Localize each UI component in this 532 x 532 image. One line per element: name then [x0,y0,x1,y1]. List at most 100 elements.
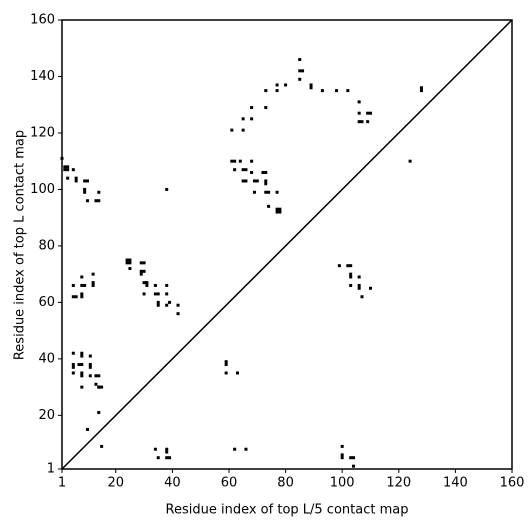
contact-point [125,258,129,262]
contact-point [366,111,370,115]
contact-point [340,444,344,448]
contact-point [83,283,87,287]
contact-point [128,267,132,271]
contact-point [244,179,248,183]
y-axis-label: Residue index of top L contact map [13,130,28,360]
contact-point [360,295,364,299]
contact-point [250,159,254,163]
contact-point [264,190,268,194]
contact-point [125,261,129,265]
contact-point [80,363,84,367]
contact-point [244,168,248,172]
contact-point [357,286,361,290]
contact-point [298,69,302,73]
contact-point [252,190,256,194]
contact-point [139,272,143,276]
plot-frame [61,19,513,470]
contact-point [357,120,361,124]
contact-point [224,363,228,367]
contact-point [165,447,169,451]
contact-point [368,286,372,290]
contact-point [165,187,169,191]
contact-point [142,281,146,285]
contact-point [233,447,237,451]
contact-point [238,159,242,163]
contact-point [74,295,78,299]
contact-point [91,283,95,287]
contact-point [88,354,92,358]
x-tick-label: 120 [386,476,411,491]
y-tick-label: 40 [38,351,55,366]
y-tick-label: 140 [30,69,55,84]
contact-point [142,269,146,273]
contact-point [340,453,344,457]
contact-point [250,170,254,174]
contact-point [139,269,143,273]
x-tick-label: 160 [500,476,525,491]
y-tick-label: 80 [38,238,55,253]
contact-point [357,111,361,115]
contact-point [278,207,282,211]
contact-point [83,179,87,183]
contact-point [309,86,313,90]
contact-point [337,264,341,268]
diagonal [61,19,513,470]
contact-point [284,83,288,87]
y-tick-label: 1 [47,462,55,477]
contact-point [298,58,302,62]
x-tick-label: 100 [330,476,355,491]
contact-point [346,89,350,93]
contact-point [80,292,84,296]
contact-point [275,83,279,87]
contact-point [80,374,84,378]
contact-point [255,179,259,183]
contact-point [71,351,75,355]
contact-point [66,176,70,180]
contact-point [230,159,234,163]
x-tick-label: 1 [58,476,66,491]
contact-point [352,464,356,468]
contact-point [165,456,169,460]
contact-point [71,363,75,367]
contact-point [97,190,101,194]
contact-point [165,283,169,287]
x-tick-label: 40 [164,476,181,491]
contact-point [360,120,364,124]
contact-point [349,264,353,268]
contact-point [85,199,89,203]
contact-point [244,447,248,451]
contact-point [419,89,423,93]
contact-point [97,374,101,378]
contact-point [85,427,89,431]
contact-point [320,89,324,93]
contact-point [83,190,87,194]
contact-point [357,275,361,279]
contact-point [142,261,146,265]
y-tick-label: 100 [30,182,55,197]
contact-point [250,117,254,121]
x-tick-label: 80 [277,476,294,491]
contact-point [275,89,279,93]
contact-point [233,159,237,163]
contact-point [156,292,160,296]
contact-point [80,295,84,299]
contact-point [267,190,271,194]
contact-point [71,295,75,299]
contact-point [145,283,149,287]
contact-point [264,89,268,93]
contact-point [264,170,268,174]
contact-point [153,292,157,296]
contact-point [235,371,239,375]
x-axis-label: Residue index of top L/5 contact map [166,503,409,518]
contact-point [63,168,67,172]
contact-point [88,363,92,367]
contact-point [241,168,245,172]
contact-point [156,303,160,307]
contact-point [357,283,361,287]
contact-point [94,374,98,378]
y-tick-label: 60 [38,295,55,310]
contact-point [153,283,157,287]
contact-point [250,106,254,110]
contact-point [309,83,313,87]
